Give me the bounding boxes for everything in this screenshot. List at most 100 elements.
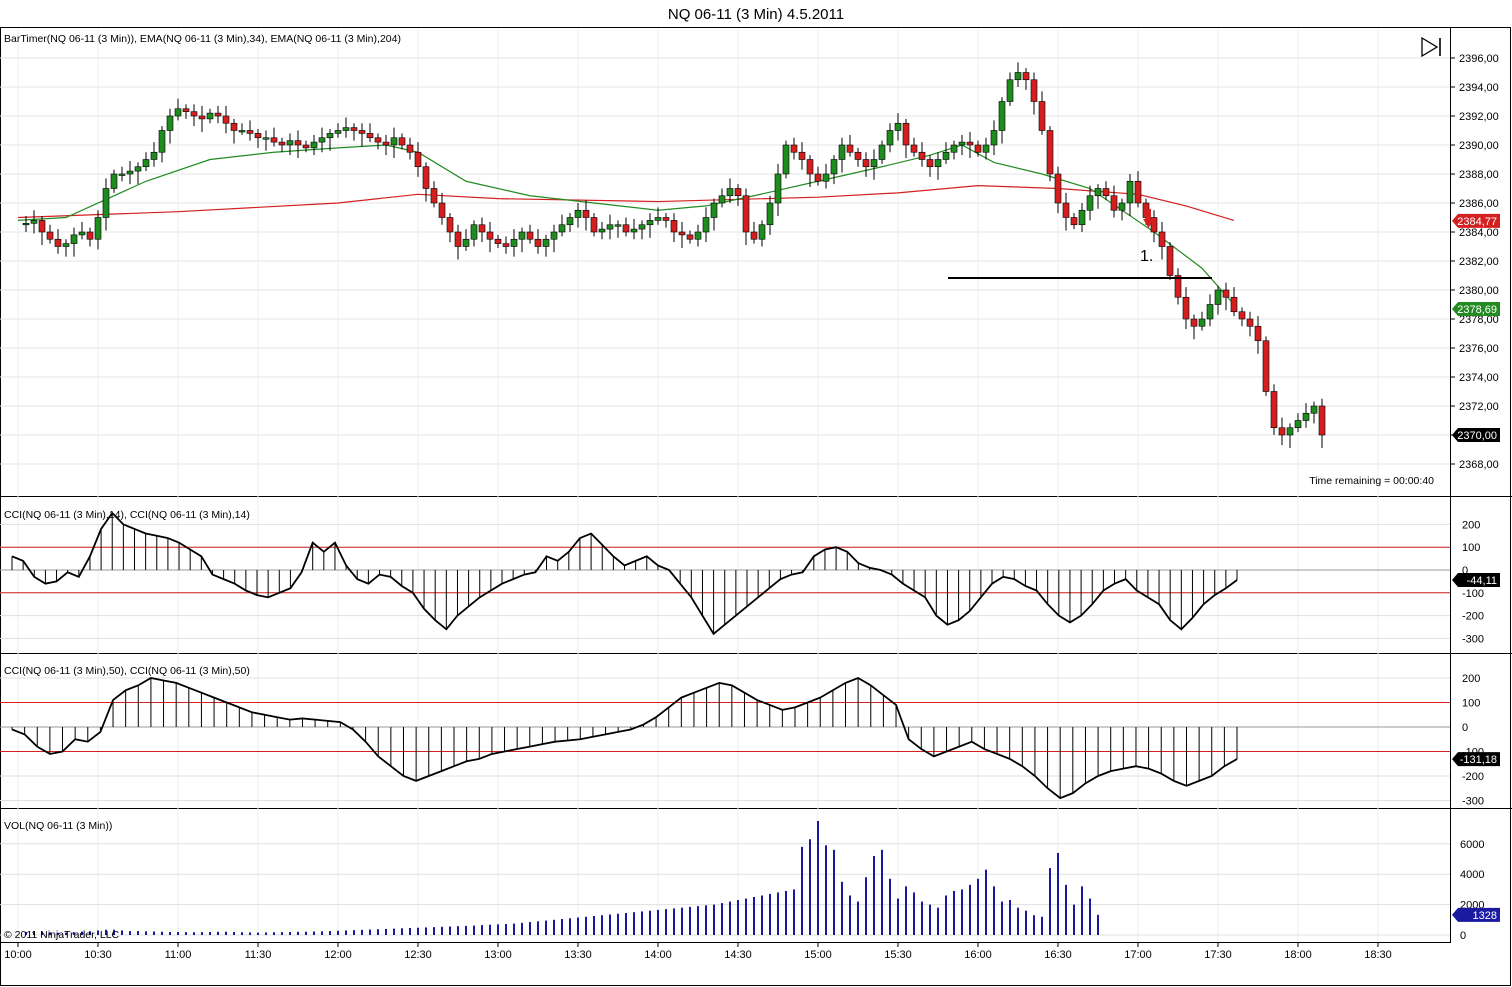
candle-body bbox=[326, 133, 334, 139]
candle-body bbox=[1318, 405, 1326, 436]
candle-body bbox=[454, 231, 462, 247]
candle-body bbox=[1190, 318, 1198, 327]
candle-body bbox=[1222, 289, 1230, 298]
last-price-marker-bg bbox=[1452, 428, 1500, 442]
cci50-panel-label: CCI(NQ 06-11 (3 Min),50), CCI(NQ 06-11 (… bbox=[4, 665, 250, 677]
ema204-marker-text: 2384,77 bbox=[1457, 216, 1497, 228]
candle-body bbox=[222, 115, 230, 124]
candle-body bbox=[1038, 101, 1046, 131]
candle-body bbox=[78, 231, 86, 236]
cci50-marker-bg bbox=[1452, 752, 1500, 767]
ema34-marker-bg bbox=[1452, 301, 1500, 316]
candle-body bbox=[734, 188, 742, 197]
candle-body bbox=[1134, 180, 1142, 204]
candle-body bbox=[782, 144, 790, 175]
candle-body bbox=[774, 173, 782, 204]
osc-tick-label: -300 bbox=[1462, 796, 1484, 808]
skip-forward-icon[interactable] bbox=[1421, 36, 1441, 58]
osc-tick-label: 100 bbox=[1462, 542, 1480, 554]
candle-body bbox=[662, 217, 670, 221]
chart-frame bbox=[0, 27, 1511, 986]
candle-body bbox=[574, 209, 582, 218]
cci50-line bbox=[11, 677, 1238, 800]
candle-body bbox=[158, 130, 166, 153]
candle-body bbox=[902, 122, 910, 146]
candle-body bbox=[1014, 72, 1022, 81]
candle-body bbox=[1238, 311, 1246, 320]
candle-body bbox=[430, 188, 438, 204]
candle-body bbox=[654, 217, 662, 221]
last-price-marker-text: 2370,00 bbox=[1457, 430, 1497, 442]
candle-body bbox=[406, 144, 414, 153]
candle-body bbox=[854, 151, 862, 160]
time-remaining-text: Time remaining = 00:00:40 bbox=[1309, 475, 1434, 487]
candle-body bbox=[582, 209, 590, 218]
candle-body bbox=[806, 159, 814, 175]
candle-body bbox=[254, 133, 262, 139]
osc-tick-label: 200 bbox=[1462, 673, 1480, 685]
time-tick-label: 10:00 bbox=[4, 949, 32, 961]
candle-body bbox=[878, 144, 886, 160]
time-tick-label: 15:30 bbox=[884, 949, 912, 961]
grid-lines bbox=[0, 28, 1450, 942]
candle-body bbox=[1022, 72, 1030, 81]
candle-body bbox=[822, 173, 830, 182]
down-arrow-icon bbox=[1143, 209, 1154, 228]
candle-body bbox=[390, 137, 398, 146]
candle-body bbox=[110, 173, 118, 189]
candle-body bbox=[502, 243, 510, 247]
time-tick-label: 11:30 bbox=[245, 949, 272, 961]
candle-body bbox=[830, 159, 838, 175]
candle-body bbox=[534, 238, 542, 247]
candle-body bbox=[462, 238, 470, 247]
candle-body bbox=[1182, 296, 1190, 320]
candle-body bbox=[710, 202, 718, 218]
time-tick-label: 16:00 bbox=[964, 949, 992, 961]
candle-body bbox=[1214, 289, 1222, 305]
candle-body bbox=[590, 217, 598, 233]
osc-tick-label: 0 bbox=[1462, 565, 1468, 577]
candle-body bbox=[934, 159, 942, 168]
candle-body bbox=[510, 238, 518, 247]
candle-body bbox=[1078, 209, 1086, 226]
candle-body bbox=[814, 173, 822, 182]
candle-body bbox=[1006, 79, 1014, 102]
price-tick-label: 2390,00 bbox=[1459, 140, 1499, 152]
candle-body bbox=[862, 159, 870, 168]
candle-body bbox=[542, 238, 550, 247]
candle-body bbox=[1302, 412, 1310, 421]
candle-body bbox=[1054, 173, 1062, 204]
candle-body bbox=[694, 231, 702, 240]
candle-body bbox=[942, 151, 950, 160]
candle-body bbox=[246, 130, 254, 134]
candle-body bbox=[134, 166, 142, 172]
candle-body bbox=[214, 112, 222, 117]
candle-body bbox=[1046, 130, 1054, 175]
candle-body bbox=[446, 217, 454, 233]
axis-value-markers: 2384,77 2378,69 2370,00 -44,11 -131,18 1328 bbox=[1452, 213, 1500, 922]
candle-body bbox=[630, 228, 638, 233]
price-tick-label: 2378,00 bbox=[1459, 314, 1499, 326]
candle-body bbox=[758, 224, 766, 240]
vol-marker-bg bbox=[1452, 907, 1500, 922]
candle-body bbox=[486, 231, 494, 240]
candle-body bbox=[742, 195, 750, 233]
price-tick-label: 2380,00 bbox=[1459, 285, 1499, 297]
time-tick-label: 15:00 bbox=[804, 949, 832, 961]
candle-body bbox=[1206, 304, 1214, 320]
candle-body bbox=[166, 115, 174, 131]
candle-body bbox=[894, 122, 902, 131]
candle-body bbox=[670, 220, 678, 233]
candle-body bbox=[1110, 195, 1118, 211]
candle-body bbox=[622, 224, 630, 233]
price-tick-label: 2372,00 bbox=[1459, 401, 1499, 413]
osc-tick-label: 100 bbox=[1462, 698, 1480, 710]
cci50-marker-text: -131,18 bbox=[1460, 754, 1497, 766]
candle-body bbox=[750, 231, 758, 240]
cci14-histogram: 200 100 0 -100 -200 -300 bbox=[0, 511, 1484, 645]
candle-body bbox=[142, 159, 150, 168]
price-tick-label: 2388,00 bbox=[1459, 169, 1499, 181]
osc-tick-label: -200 bbox=[1462, 611, 1484, 623]
